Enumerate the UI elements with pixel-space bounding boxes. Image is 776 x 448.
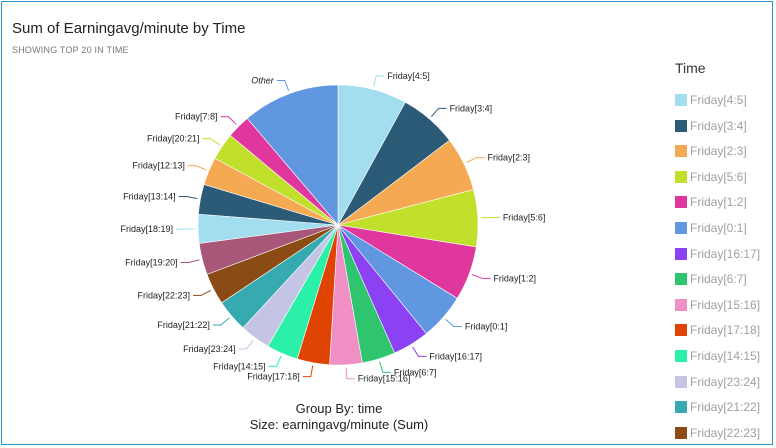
slice-label: Friday[13:14] — [123, 192, 176, 202]
leader-line — [302, 365, 314, 378]
footer-group-by: Group By: time — [295, 401, 383, 416]
legend-label: Friday[5:6] — [690, 169, 747, 184]
slice-label: Friday[20:21] — [147, 134, 200, 144]
legend-item[interactable]: Friday[6:7] — [675, 269, 747, 289]
leader-line — [220, 116, 237, 125]
legend-label: Friday[3:4] — [690, 118, 747, 133]
pie-chart: Friday[4:5] Friday[3:4] Friday[2:3] Friday[… — [121, 71, 546, 384]
leader-line — [202, 138, 220, 146]
legend-label: Friday[23:24] — [690, 374, 761, 389]
slice-label: Friday[0:1] — [465, 321, 508, 331]
legend-item[interactable]: Friday[16:17] — [675, 244, 760, 264]
legend-label: Friday[2:3] — [690, 144, 747, 159]
leader-line — [480, 216, 500, 219]
legend-item[interactable]: Friday[5:6] — [675, 167, 747, 187]
leader-line — [445, 318, 462, 327]
slice-label: Friday[16:17] — [429, 351, 482, 361]
legend-swatch — [675, 145, 687, 158]
legend-label: Friday[16:17] — [690, 246, 761, 261]
legend-label: Friday[14:15] — [690, 349, 761, 363]
legend-swatch — [675, 94, 687, 106]
legend[interactable]: Friday[4:5] Friday[3:4] Friday[2:3] Friday[… — [675, 90, 775, 442]
leader-line — [180, 259, 200, 264]
slice-label: Friday[22:23] — [138, 290, 191, 300]
slice-label: Friday[23:24] — [183, 344, 236, 354]
legend-title: Time — [675, 60, 706, 76]
legend-swatch — [675, 324, 687, 337]
leader-line — [431, 107, 447, 118]
legend-label: Friday[22:23] — [690, 425, 761, 440]
legend-swatch — [675, 196, 687, 209]
leader-line — [345, 367, 355, 380]
legend-item[interactable]: Friday[15:16] — [675, 295, 760, 315]
legend-item[interactable]: Friday[2:3] — [675, 141, 747, 161]
leader-line — [268, 355, 282, 367]
legend-label: Friday[21:22] — [690, 400, 761, 415]
legend-item[interactable]: Friday[23:24] — [675, 372, 760, 392]
leader-line — [471, 274, 491, 279]
chart-title: Sum of Earningavg/minute by Time — [12, 20, 246, 37]
legend-label: Friday[1:2] — [690, 195, 747, 210]
slice-label: Friday[12:13] — [132, 161, 185, 171]
slice-label: Friday[5:6] — [503, 212, 546, 222]
leader-line — [187, 165, 207, 171]
slice-label: Friday[7:8] — [175, 112, 218, 122]
leader-line — [276, 79, 290, 91]
slice-label: Friday[15:16] — [358, 374, 411, 384]
legend-label: Friday[0:1] — [690, 221, 747, 235]
slice-label: Friday[19:20] — [125, 258, 178, 268]
slice-label: Friday[18:19] — [121, 224, 174, 234]
slice-label: Friday[14:15] — [213, 361, 266, 371]
slice-label: Friday[17:18] — [247, 372, 300, 382]
legend-item[interactable]: Friday[0:1] — [675, 218, 747, 238]
legend-item[interactable]: Friday[22:23] — [675, 423, 760, 442]
legend-swatch — [675, 119, 687, 132]
legend-swatch — [675, 350, 687, 362]
legend-swatch — [675, 247, 687, 260]
pie-slice[interactable] — [246, 84, 339, 226]
leader-line — [466, 157, 485, 163]
leader-line — [193, 289, 212, 296]
leader-line — [178, 196, 198, 200]
leader-line — [373, 75, 385, 87]
footer-size: Size: earningavg/minute (Sum) — [249, 417, 429, 432]
legend-item[interactable]: Friday[21:22] — [675, 397, 760, 417]
legend-label: Friday[15:16] — [690, 297, 761, 312]
legend-label: Friday[6:7] — [690, 272, 747, 287]
leader-line — [379, 361, 391, 373]
slice-label: Friday[1:2] — [493, 273, 536, 283]
leader-line — [238, 339, 254, 350]
legend-item[interactable]: Friday[17:18] — [675, 320, 760, 340]
slice-label: Other — [251, 75, 275, 85]
slice-label: Friday[3:4] — [450, 103, 493, 113]
legend-label: Friday[4:5] — [690, 93, 747, 107]
legend-swatch — [675, 401, 687, 414]
slice-label: Friday[6:7] — [394, 367, 437, 377]
chart-subtitle: SHOWING TOP 20 IN TIME — [12, 45, 129, 55]
leader-line — [212, 317, 230, 326]
legend-swatch — [675, 170, 687, 183]
legend-item[interactable]: Friday[1:2] — [675, 192, 747, 212]
legend-item[interactable]: Friday[4:5] — [675, 90, 747, 110]
slice-label: Friday[4:5] — [387, 71, 430, 81]
legend-swatch — [675, 298, 687, 311]
legend-item[interactable]: Friday[3:4] — [675, 116, 747, 136]
legend-swatch — [675, 222, 687, 234]
legend-swatch — [675, 375, 687, 388]
slice-label: Friday[2:3] — [487, 153, 530, 163]
legend-item[interactable]: Friday[14:15] — [675, 346, 760, 366]
legend-swatch — [675, 273, 687, 286]
slice-label: Friday[21:22] — [157, 320, 210, 330]
leader-line — [412, 346, 427, 357]
legend-swatch — [675, 426, 687, 439]
legend-label: Friday[17:18] — [690, 323, 761, 338]
